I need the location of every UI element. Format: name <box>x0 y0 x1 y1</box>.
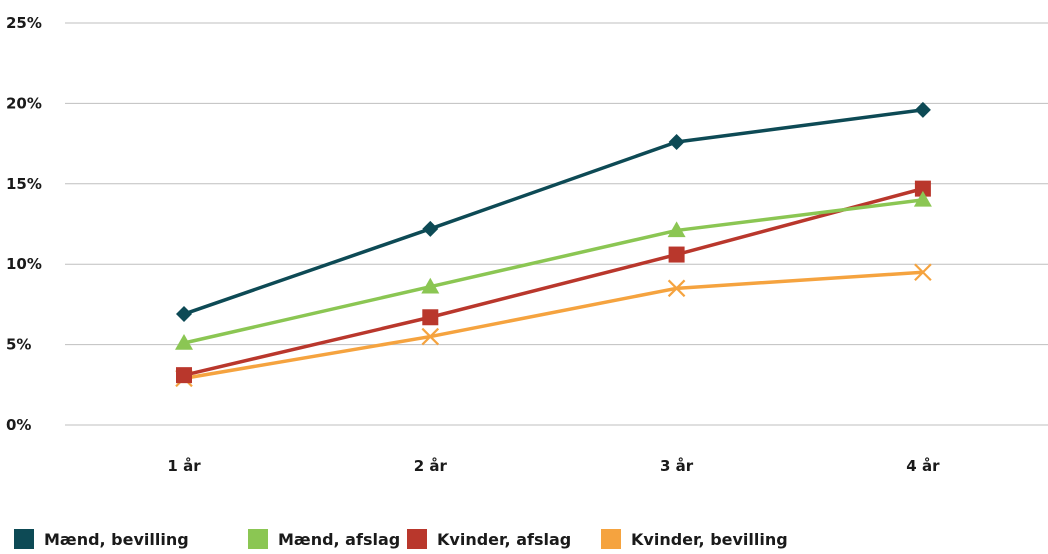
legend-swatch <box>248 529 268 549</box>
legend-swatch <box>601 529 621 549</box>
data-point-square <box>176 367 192 384</box>
series-lines <box>183 108 924 381</box>
data-point-x <box>667 279 686 298</box>
x-tick-label: 2 år <box>414 457 448 475</box>
legend-label: Mænd, afslag <box>278 530 400 549</box>
x-tick-label: 4 år <box>906 457 940 475</box>
data-point-square <box>422 309 439 326</box>
data-point-x <box>421 327 440 346</box>
data-point-triangle <box>175 333 193 350</box>
data-point-triangle <box>913 190 932 207</box>
data-point-x <box>914 263 932 282</box>
series-line <box>183 186 924 377</box>
legend-swatch <box>407 529 427 549</box>
series-line <box>183 270 924 381</box>
data-point-diamond <box>914 101 931 118</box>
gridlines <box>65 22 1048 426</box>
series-line <box>183 108 924 316</box>
legend-label: Kvinder, afslag <box>437 530 571 549</box>
data-point-square <box>914 180 931 197</box>
legend-label: Kvinder, bevilling <box>631 530 788 549</box>
legend-swatch <box>14 529 34 549</box>
series-markers <box>175 101 932 388</box>
legend: Mænd, bevilling Mænd, afslag Kvinder, afsl… <box>14 529 788 549</box>
y-axis-tick-labels: 0% 5% 10% 15% 20% 25% <box>6 14 42 434</box>
y-tick-label: 0% <box>6 416 31 434</box>
y-tick-label: 10% <box>6 255 42 273</box>
data-point-diamond <box>422 220 439 237</box>
y-tick-label: 5% <box>6 336 31 354</box>
data-point-square <box>668 246 685 263</box>
data-point-triangle <box>667 221 686 238</box>
x-tick-label: 3 år <box>660 457 694 475</box>
data-point-diamond <box>668 133 685 150</box>
y-tick-label: 15% <box>6 175 42 193</box>
x-axis-tick-labels: 1 år 2 år 3 år 4 år <box>167 457 940 475</box>
legend-label: Mænd, bevilling <box>44 530 189 549</box>
series-line <box>183 198 924 345</box>
x-tick-label: 1 år <box>167 457 201 475</box>
y-tick-label: 25% <box>6 14 42 32</box>
data-point-triangle <box>421 277 440 294</box>
y-tick-label: 20% <box>6 94 42 112</box>
data-point-diamond <box>176 306 192 323</box>
